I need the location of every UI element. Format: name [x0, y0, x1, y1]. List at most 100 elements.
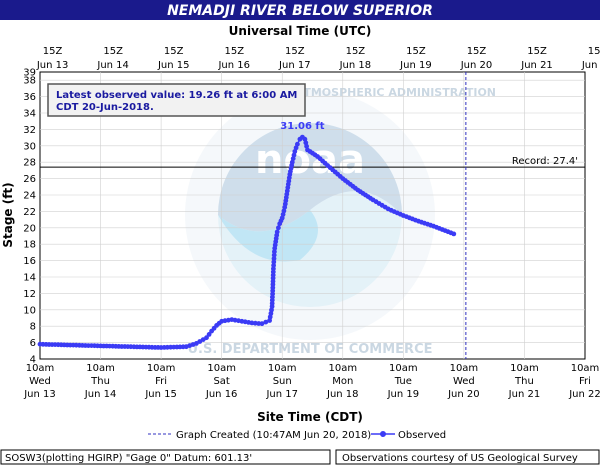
observed-point [304, 143, 309, 149]
legend-graph-created: Graph Created (10:47AM Jun 20, 2018) [176, 430, 371, 441]
x-tick-label: 10am [510, 363, 539, 374]
y-tick-label: 12 [23, 289, 36, 300]
x-top-tick-label: 15Z [588, 46, 600, 57]
x-tick-label: 10am [86, 363, 115, 374]
y-axis-label: Stage (ft) [1, 182, 15, 247]
x-top-tick-label: 15Z [406, 46, 426, 57]
observed-points [37, 134, 457, 350]
record-label: Record: 27.4' [512, 156, 578, 167]
observed-point [206, 332, 212, 337]
observed-point [271, 252, 277, 258]
x-top-tick-label: 15Z [164, 46, 184, 57]
y-tick-label: 26 [23, 174, 36, 185]
y-tick-label: 24 [23, 191, 36, 202]
title-bar [0, 0, 600, 20]
latest-value-line1: Latest observed value: 19.26 ft at 6:00 … [56, 90, 297, 101]
legend-observed: Observed [398, 430, 446, 441]
x-tick-label: Jun 22 [568, 389, 600, 400]
x-tick-label: Jun 15 [144, 389, 177, 400]
x-tick-label: Jun 13 [23, 389, 56, 400]
y-tick-label: 28 [23, 158, 36, 169]
footer-source: Observations courtesy of US Geological S… [342, 453, 578, 464]
x-top-tick-label: 15Z [467, 46, 487, 57]
x-tick-label: Wed [29, 376, 51, 387]
y-tick-label: 16 [23, 256, 36, 267]
y-tick-label: 14 [23, 273, 36, 284]
y-tick-label: 32 [23, 125, 36, 136]
x-top-tick-label: Jun 22 [581, 60, 600, 71]
observed-point [295, 141, 300, 147]
footer: SOSW3(plotting HGIRP) "Gage 0" Datum: 60… [0, 449, 600, 465]
observed-point [292, 149, 298, 154]
x-top-tick-label: Jun 21 [520, 60, 553, 71]
y-tick-label: 38 [23, 76, 36, 87]
x-tick-label: Fri [155, 376, 167, 387]
x-tick-label: Thu [90, 376, 110, 387]
chart-title: NEMADJI RIVER BELOW SUPERIOR [167, 3, 433, 19]
x-tick-label: Jun 18 [326, 389, 359, 400]
x-top-tick-label: 15Z [285, 46, 305, 57]
x-top-tick-label: Jun 20 [460, 60, 493, 71]
x-tick-label: Mon [332, 376, 353, 387]
watermark-logo-text: noaa [255, 137, 365, 183]
x-tick-label: Sat [213, 376, 229, 387]
observed-point [293, 145, 299, 151]
observed-point [276, 225, 281, 231]
legend: Graph Created (10:47AM Jun 20, 2018) Obs… [148, 430, 446, 441]
peak-label: 31.06 ft [280, 121, 324, 132]
x-tick-label: 10am [147, 363, 176, 374]
x-axis-top: 15Z Jun 13 15Z Jun 14 15Z Jun 15 15Z Jun 16 15Z J… [36, 46, 600, 71]
x-tick-label: Jun 17 [265, 389, 298, 400]
x-top-tick-label: 15Z [224, 46, 244, 57]
observed-point [302, 136, 308, 142]
observed-point [274, 229, 280, 235]
y-tick-label: 30 [23, 141, 36, 152]
y-tick-label: 36 [23, 92, 36, 103]
x-tick-label: 10am [207, 363, 236, 374]
y-tick-label: 8 [30, 322, 36, 333]
x-top-tick-label: Jun 16 [217, 60, 250, 71]
y-tick-label: 20 [23, 223, 36, 234]
observed-point [271, 256, 277, 261]
x-tick-label: Tue [394, 376, 412, 387]
x-tick-label: 10am [268, 363, 297, 374]
x-tick-label: Sun [273, 376, 292, 387]
observed-point [259, 321, 265, 327]
x-tick-label: Jun 20 [447, 389, 480, 400]
top-axis-title: Universal Time (UTC) [229, 24, 372, 38]
x-tick-label: Jun 14 [84, 389, 117, 400]
x-tick-label: 10am [389, 363, 418, 374]
plot-frame [39, 71, 586, 360]
observed-point [281, 208, 287, 214]
x-top-tick-label: 15Z [43, 46, 63, 57]
x-top-tick-label: Jun 15 [157, 60, 190, 71]
x-top-tick-label: Jun 19 [399, 60, 432, 71]
y-tick-label: 34 [23, 109, 36, 120]
y-tick-label: 4 [30, 355, 36, 366]
observed-point [291, 152, 297, 158]
x-tick-label: Jun 21 [508, 389, 541, 400]
x-tick-label: Jun 16 [205, 389, 238, 400]
x-top-tick-label: Jun 17 [278, 60, 311, 71]
x-top-tick-label: Jun 14 [96, 60, 129, 71]
observed-point [204, 335, 209, 341]
latest-value-line2: CDT 20-Jun-2018. [56, 102, 154, 113]
legend-observed-marker [380, 431, 386, 437]
x-tick-label: Wed [453, 376, 475, 387]
watermark-bottom-text: U.S. DEPARTMENT OF COMMERCE [187, 342, 432, 357]
observed-point [271, 263, 276, 268]
x-tick-label: Fri [579, 376, 591, 387]
footer-datum: SOSW3(plotting HGIRP) "Gage 0" Datum: 60… [5, 453, 252, 464]
x-tick-label: 10am [571, 363, 600, 374]
y-tick-label: 22 [23, 207, 36, 218]
observed-point [289, 159, 295, 165]
x-axis-label: Site Time (CDT) [257, 410, 363, 424]
y-tick-label: 18 [23, 240, 36, 251]
x-top-tick-label: 15Z [527, 46, 547, 57]
x-top-tick-label: Jun 13 [36, 60, 69, 71]
y-tick-label: 6 [30, 338, 36, 349]
observed-point [279, 215, 285, 221]
observed-point [263, 319, 269, 325]
